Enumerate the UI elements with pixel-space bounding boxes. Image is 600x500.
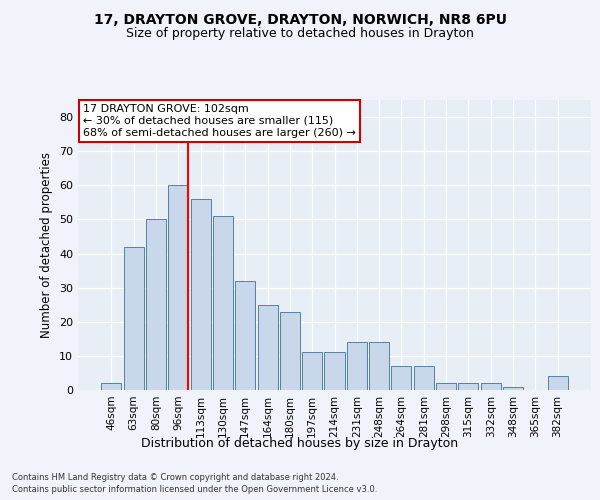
Bar <box>347 342 367 390</box>
Bar <box>257 304 278 390</box>
Bar <box>369 342 389 390</box>
Bar <box>191 199 211 390</box>
Bar <box>280 312 300 390</box>
Bar <box>414 366 434 390</box>
Bar <box>503 386 523 390</box>
Text: 17 DRAYTON GROVE: 102sqm
← 30% of detached houses are smaller (115)
68% of semi-: 17 DRAYTON GROVE: 102sqm ← 30% of detach… <box>83 104 356 138</box>
Bar <box>101 383 121 390</box>
Bar <box>548 376 568 390</box>
Text: 17, DRAYTON GROVE, DRAYTON, NORWICH, NR8 6PU: 17, DRAYTON GROVE, DRAYTON, NORWICH, NR8… <box>94 12 506 26</box>
Bar <box>213 216 233 390</box>
Bar <box>235 281 255 390</box>
Text: Size of property relative to detached houses in Drayton: Size of property relative to detached ho… <box>126 28 474 40</box>
Bar <box>168 186 188 390</box>
Bar <box>302 352 322 390</box>
Bar <box>458 383 478 390</box>
Bar <box>481 383 501 390</box>
Bar <box>325 352 344 390</box>
Text: Distribution of detached houses by size in Drayton: Distribution of detached houses by size … <box>142 438 458 450</box>
Text: Contains public sector information licensed under the Open Government Licence v3: Contains public sector information licen… <box>12 485 377 494</box>
Bar <box>124 246 144 390</box>
Y-axis label: Number of detached properties: Number of detached properties <box>40 152 53 338</box>
Bar <box>146 220 166 390</box>
Bar <box>436 383 456 390</box>
Bar <box>391 366 412 390</box>
Text: Contains HM Land Registry data © Crown copyright and database right 2024.: Contains HM Land Registry data © Crown c… <box>12 472 338 482</box>
